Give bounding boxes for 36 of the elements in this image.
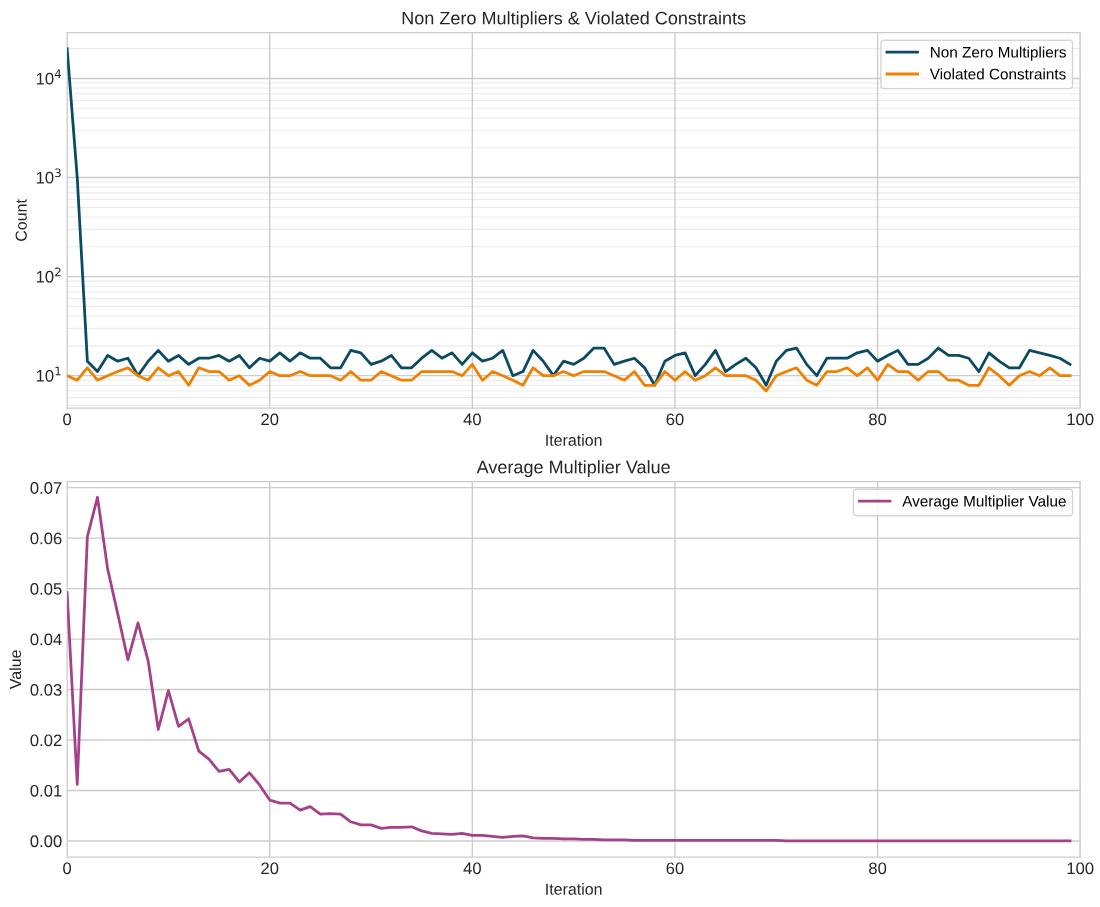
x-tick-label: 20 — [261, 413, 279, 426]
x-axis-title: Iteration — [546, 883, 602, 895]
y-tick-label: 10$^{1}$ — [36, 366, 61, 382]
x-tick-label: 0 — [63, 413, 72, 426]
line-series — [67, 47, 1072, 387]
x-tick-label: 0 — [63, 862, 72, 875]
y-tick-label: 10$^{2}$ — [36, 267, 61, 283]
y-tick-label: 0.04 — [30, 633, 62, 646]
y-tick-label: 0.05 — [30, 583, 62, 595]
legend-label: Violated Constraints — [929, 68, 1066, 80]
x-axis-title: Iteration — [546, 434, 602, 446]
y-tick-label: 0.01 — [30, 784, 62, 797]
y-axis-title: Value — [9, 650, 22, 690]
y-tick-label: 0.03 — [30, 683, 62, 696]
x-tick-label: 100 — [1067, 413, 1094, 426]
chart-title: Non Zero Multipliers & Violated Constraints — [402, 11, 746, 29]
x-tick-label: 60 — [666, 862, 684, 875]
y-tick-label: 10$^{4}$ — [36, 69, 62, 85]
y-tick-label: 0.07 — [30, 482, 62, 494]
x-tick-label: 80 — [869, 862, 887, 875]
y-tick-label: 0.06 — [30, 532, 62, 545]
y-tick-label: 0.00 — [30, 835, 62, 848]
x-tick-label: 80 — [869, 413, 887, 426]
x-tick-label: 100 — [1067, 862, 1094, 875]
x-tick-label: 40 — [463, 413, 481, 426]
x-tick-label: 20 — [261, 862, 279, 875]
line-series — [67, 495, 1072, 843]
y-tick-label: 0.02 — [30, 734, 62, 747]
chart-title: Average Multiplier Value — [476, 460, 670, 478]
line-series — [67, 362, 1072, 393]
x-tick-label: 60 — [666, 413, 684, 426]
y-tick-label: 10$^{3}$ — [36, 168, 61, 184]
legend-label: Average Multiplier Value — [902, 495, 1066, 510]
x-tick-label: 40 — [463, 862, 481, 875]
y-axis-title: Count — [15, 199, 27, 241]
legend-label: Non Zero Multipliers — [931, 46, 1066, 61]
